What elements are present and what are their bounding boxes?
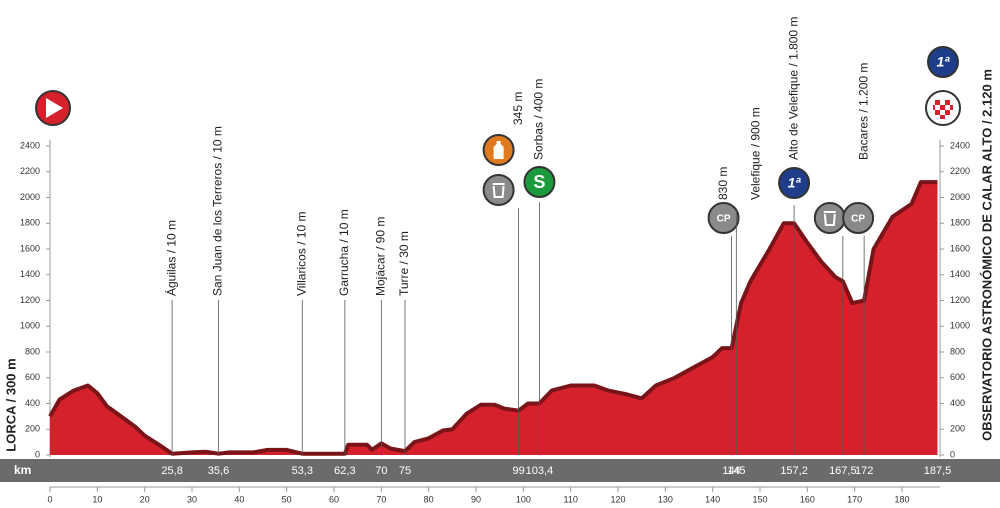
marker-name: 345 m: [511, 92, 525, 125]
sprint-icon: [523, 166, 556, 198]
start-icon: [35, 90, 71, 126]
x-tick-label: 130: [658, 494, 673, 504]
x-tick-label: 30: [187, 494, 197, 504]
y-tick-label: 1800: [20, 218, 40, 228]
x-tick-label: 10: [92, 494, 102, 504]
km-label: 172: [855, 465, 873, 477]
y-tick-label-right: 1200: [950, 295, 970, 305]
finish-icon: [925, 90, 961, 126]
bin-glyph: [492, 183, 505, 198]
y-tick-label: 1400: [20, 269, 40, 279]
x-tick-label: 100: [516, 494, 531, 504]
marker-name: Águilas / 10 m: [163, 220, 178, 296]
bin-icon: [813, 202, 846, 234]
y-tick-label: 200: [25, 424, 40, 434]
y-tick-label-right: 800: [950, 346, 965, 356]
climb-icon: [778, 167, 811, 199]
x-tick-label: 0: [47, 494, 52, 504]
km-label: 62,3: [334, 465, 355, 477]
y-tick-label: 1000: [20, 321, 40, 331]
km-label: 53,3: [292, 465, 313, 477]
km-label: 167,5: [829, 465, 857, 477]
y-tick-label-right: 1600: [950, 243, 970, 253]
y-tick-label-right: 1400: [950, 269, 970, 279]
marker-name: 830 m: [716, 167, 730, 200]
km-label: 75: [399, 465, 411, 477]
badge-text: 1ª: [788, 175, 802, 191]
climb-icon: [927, 46, 959, 78]
x-tick-label: 50: [282, 494, 292, 504]
km-label: 144: [722, 465, 740, 477]
bin-icon: [482, 174, 515, 206]
km-label: 103,4: [526, 465, 554, 477]
km-label: 157,2: [780, 465, 808, 477]
badge-text: CP: [717, 214, 731, 225]
y-tick-label-right: 1800: [950, 218, 970, 228]
y-tick-label: 800: [25, 346, 40, 356]
y-tick-label-right: 1000: [950, 321, 970, 331]
km-label: 35,6: [208, 465, 229, 477]
cp-icon: [707, 202, 740, 234]
x-tick-label: 160: [800, 494, 815, 504]
badge-text: CP: [851, 214, 865, 225]
km-label: 187,5: [924, 465, 952, 477]
x-tick-label: 180: [894, 494, 909, 504]
marker-name: Velefique / 900 m: [749, 107, 763, 200]
marker-name: Villaricos / 10 m: [294, 212, 308, 296]
y-tick-label-right: 200: [950, 424, 965, 434]
x-tick-label: 170: [847, 494, 862, 504]
y-tick-label: 2400: [20, 140, 40, 150]
axis-label: km: [14, 463, 31, 477]
x-tick-label: 150: [752, 494, 767, 504]
x-tick-label: 140: [705, 494, 720, 504]
y-tick-label: 0: [35, 449, 40, 459]
km-band: [0, 459, 1000, 482]
bin-glyph: [823, 211, 836, 226]
marker-name: Alto de Velefique / 1.800 m: [786, 17, 800, 160]
y-tick-label: 1600: [20, 243, 40, 253]
badge-text: S: [533, 172, 545, 192]
cp-icon: [842, 202, 875, 234]
marker-name: San Juan de los Terreros / 10 m: [211, 126, 225, 296]
marker-name: Sorbas / 400 m: [532, 79, 546, 160]
km-label: 99: [512, 465, 524, 477]
finish-label: OBSERVATORIO ASTRONÓMICO DE CALAR ALTO /…: [979, 69, 994, 441]
marker-name: Garrucha / 10 m: [337, 209, 351, 296]
profile-area: [50, 182, 938, 455]
km-label: 145: [727, 465, 745, 477]
profile-ridge: [48, 180, 938, 456]
y-tick-label-right: 2400: [950, 140, 970, 150]
x-tick-label: 110: [563, 494, 577, 504]
y-tick-label-right: 0: [950, 449, 955, 459]
badge-text: 1ª: [937, 54, 951, 70]
x-tick-label: 60: [329, 494, 339, 504]
marker-name: Mojácar / 90 m: [374, 217, 388, 296]
y-tick-label-right: 2000: [950, 192, 970, 202]
marker-name: Turre / 30 m: [397, 231, 411, 296]
x-tick-label: 40: [234, 494, 244, 504]
y-tick-label: 2200: [20, 166, 40, 176]
y-tick-label: 2000: [20, 192, 40, 202]
y-tick-label-right: 400: [950, 398, 965, 408]
y-tick-label: 600: [25, 372, 40, 382]
km-label: 25,8: [161, 465, 182, 477]
x-tick-label: 20: [140, 494, 150, 504]
x-tick-label: 90: [471, 494, 481, 504]
x-tick-label: 80: [424, 494, 434, 504]
y-tick-label-right: 2200: [950, 166, 970, 176]
x-tick-label: 70: [376, 494, 386, 504]
y-tick-label: 400: [25, 398, 40, 408]
marker-name: Bacares / 1.200 m: [856, 63, 870, 160]
y-tick-label-right: 600: [950, 372, 965, 382]
km-label: 70: [375, 465, 387, 477]
y-tick-label: 1200: [20, 295, 40, 305]
start-label: LORCA / 300 m: [3, 358, 18, 451]
bottle-glyph: [493, 141, 504, 159]
x-tick-label: 120: [610, 494, 625, 504]
